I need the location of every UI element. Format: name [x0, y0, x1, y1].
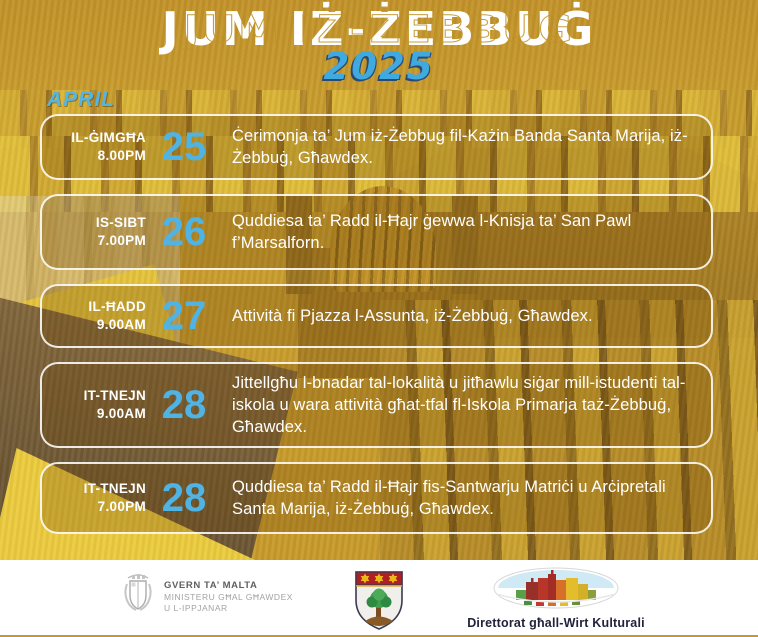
event-date: 28 [161, 476, 207, 520]
event-day: IL-ĦADD [88, 299, 146, 315]
event-time: 8.00PM [97, 148, 146, 163]
event-card: IS-SIBT 7.00PM 26 Quddiesa ta’ Radd il-Ħ… [40, 194, 713, 270]
government-logo: GVERN TA’ MALTA MINISTERU GĦAL GĦAWDEX U… [120, 572, 293, 620]
gov-line-1: GVERN TA’ MALTA [164, 579, 258, 591]
event-description: Quddiesa ta’ Radd il-Ħajr ġewwa l-Knisja… [232, 212, 632, 252]
event-description: Quddiesa ta’ Radd il-Ħajr fis-Santwarju … [232, 478, 666, 518]
government-logo-text: GVERN TA’ MALTA MINISTERU GĦAL GĦAWDEX U… [164, 580, 293, 613]
event-day: IT-TNEJN [83, 388, 146, 404]
bg-bell-tower-right [452, 196, 478, 294]
heritage-logo: Direttorat għall-Wirt Kulturali [466, 566, 646, 630]
zebbug-coat-of-arms-icon [355, 571, 403, 630]
event-time: 7.00PM [97, 499, 146, 514]
event-description: Jittellgħu l-bnadar tal-lokalità u jitħa… [232, 374, 686, 436]
event-time: 7.00PM [97, 233, 146, 248]
gov-line-2: MINISTERU GĦAL GĦAWDEX [164, 591, 293, 602]
zebbug-crest [352, 568, 406, 637]
poster-title: JUM IŻ-ŻEBBUĠ [162, 6, 597, 52]
event-when: IS-SIBT 7.00PM [58, 214, 146, 249]
event-when: IL-ĠIMGĦA 8.00PM [58, 129, 146, 164]
event-date: 28 [161, 383, 207, 427]
event-when: IL-ĦADD 9.00AM [58, 298, 146, 333]
event-date: 25 [161, 125, 207, 169]
event-time: 9.00AM [96, 406, 146, 421]
gov-line-3: U L-IPPJANAR [164, 602, 228, 613]
event-day: IT-TNEJN [83, 481, 146, 497]
bg-bell-tower-left [286, 196, 312, 294]
event-when: IT-TNEJN 9.00AM [58, 387, 146, 422]
malta-coat-of-arms-icon [124, 574, 152, 611]
bg-church-dome [330, 186, 436, 292]
heritage-skyline-icon [493, 567, 619, 609]
event-day: IL-ĠIMGĦA [71, 130, 146, 146]
background-photo [0, 0, 758, 560]
bg-texture [0, 0, 758, 560]
event-time: 9.00AM [96, 317, 146, 332]
event-date: 26 [161, 210, 207, 254]
event-card: IL-ĦADD 9.00AM 27 Attività fi Pjazza l-A… [40, 284, 713, 348]
event-description: Attività fi Pjazza l-Assunta, iż-Żebbuġ,… [232, 307, 593, 325]
event-card: IT-TNEJN 7.00PM 28 Quddiesa ta’ Radd il-… [40, 462, 713, 534]
event-when: IT-TNEJN 7.00PM [58, 480, 146, 515]
heritage-logo-label: Direttorat għall-Wirt Kulturali [467, 616, 645, 630]
poster-header: JUM IŻ-ŻEBBUĠ 2025 [0, 6, 758, 85]
event-card: IT-TNEJN 9.00AM 28 Jittellgħu l-bnadar t… [40, 362, 713, 448]
event-description: Ċerimonja ta’ Jum iż-Żebbug fil-Każin Ba… [232, 127, 688, 167]
event-day: IS-SIBT [95, 215, 146, 231]
event-list: IL-ĠIMGĦA 8.00PM 25 Ċerimonja ta’ Jum iż… [40, 114, 713, 534]
event-date: 27 [161, 294, 207, 338]
month-label: APRIL [47, 88, 115, 111]
event-card: IL-ĠIMGĦA 8.00PM 25 Ċerimonja ta’ Jum iż… [40, 114, 713, 180]
footer: GVERN TA’ MALTA MINISTERU GĦAL GĦAWDEX U… [0, 560, 758, 635]
